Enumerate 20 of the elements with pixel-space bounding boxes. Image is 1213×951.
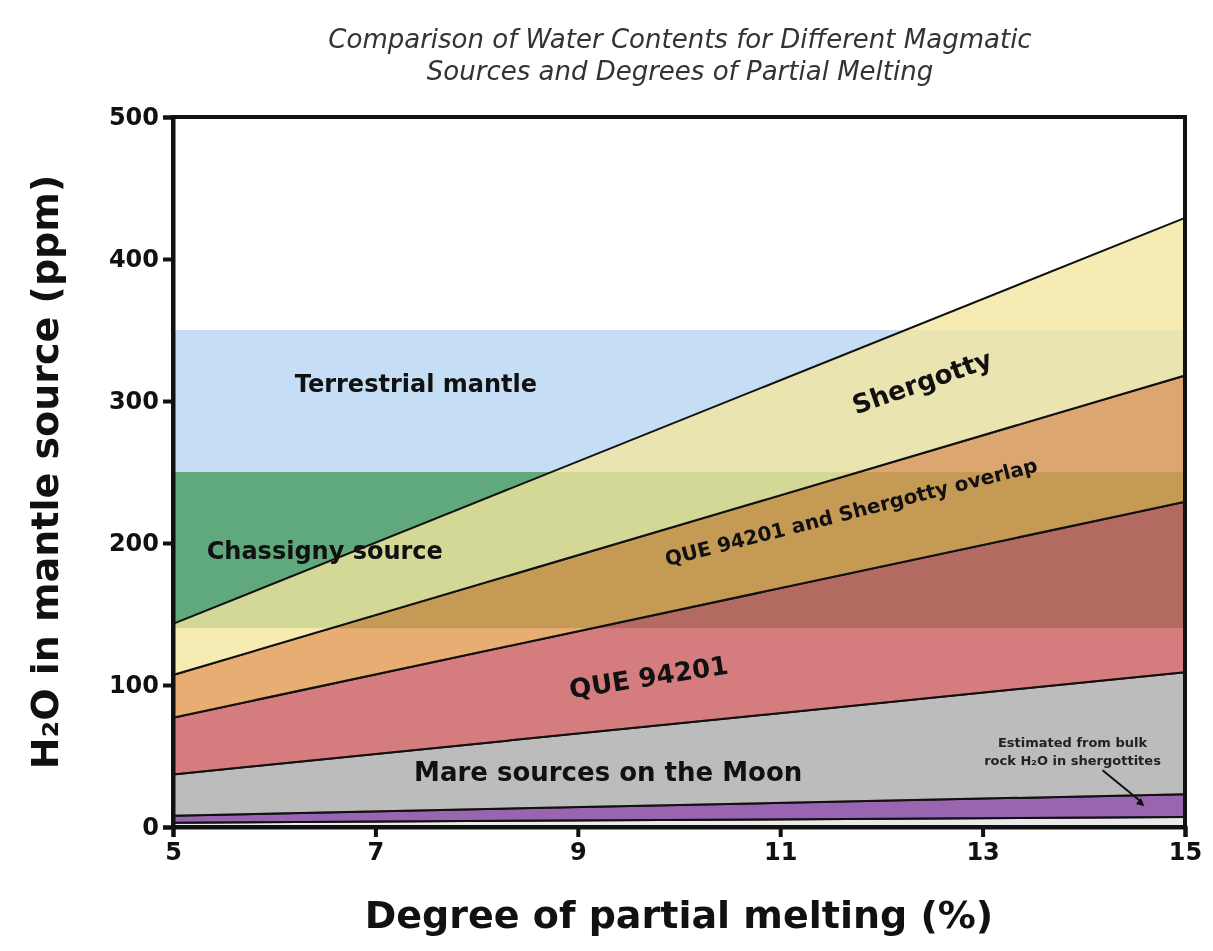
y-tick-label: 0	[142, 813, 159, 842]
series-label: QUE 94201	[567, 649, 731, 705]
y-axis-title: H₂O in mantle source (ppm)	[23, 174, 67, 770]
x-tick-label: 11	[764, 838, 798, 867]
y-tick-label: 500	[108, 103, 159, 132]
y-tick-label: 200	[108, 529, 159, 558]
x-tick-label: 9	[569, 838, 587, 867]
x-tick-label: 13	[966, 838, 1000, 867]
x-axis-title: Degree of partial melting (%)	[364, 893, 994, 937]
band-label: Chassigny source	[206, 536, 443, 565]
series-label: Mare sources on the Moon	[414, 757, 803, 788]
chart-title: Comparison of Water Contents for Different Magmatic Sources and Degrees of Partial Melting	[328, 24, 1032, 86]
x-tick-label: 7	[367, 838, 385, 867]
annotation: Estimated from bulk rock H₂O in shergottites	[984, 735, 1162, 769]
x-tick-label: 5	[165, 838, 182, 867]
y-tick-label: 300	[108, 387, 159, 416]
y-tick-label: 100	[108, 671, 159, 700]
band-label: Terrestrial mantle	[294, 370, 538, 399]
x-tick-label: 15	[1168, 838, 1203, 867]
y-tick-label: 400	[108, 245, 159, 274]
